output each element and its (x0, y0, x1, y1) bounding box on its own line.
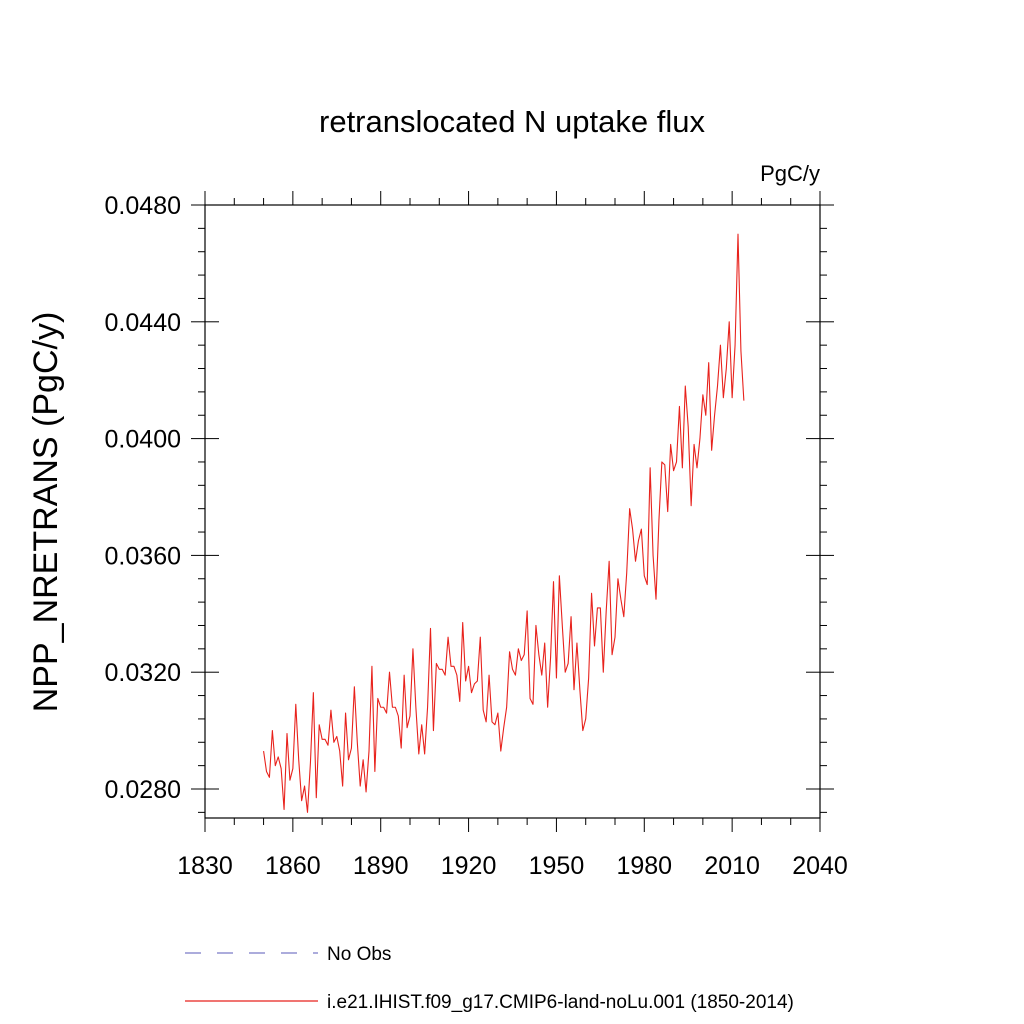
plot-frame (204, 204, 821, 819)
y-tick-label: 0.0400 (105, 426, 181, 454)
x-tick-label: 1920 (441, 852, 497, 880)
series-line-model (263, 233, 745, 813)
x-tick-label: 2040 (792, 852, 848, 880)
y-tick-label: 0.0280 (105, 776, 181, 804)
x-tick-label: 1860 (265, 852, 321, 880)
x-tick-label: 1830 (177, 852, 233, 880)
y-tick-label: 0.0320 (105, 659, 181, 687)
legend-label-model: i.e21.IHIST.f09_g17.CMIP6-land-noLu.001 … (327, 992, 794, 1013)
x-tick-label: 2010 (704, 852, 760, 880)
y-tick-label: 0.0360 (105, 542, 181, 570)
x-tick-label: 1980 (616, 852, 672, 880)
series-layer (263, 233, 745, 813)
units-label: PgC/y (760, 161, 820, 186)
y-tick-label: 0.0480 (105, 192, 181, 220)
axis-ticks (191, 191, 834, 832)
chart-title: retranslocated N uptake flux (319, 104, 705, 139)
y-tick-label: 0.0440 (105, 309, 181, 337)
x-tick-label: 1890 (353, 852, 409, 880)
legend: No Obs i.e21.IHIST.f09_g17.CMIP6-land-no… (185, 944, 794, 1013)
y-axis-label: NPP_NRETRANS (PgC/y) (27, 312, 65, 713)
x-tick-label: 1950 (529, 852, 585, 880)
legend-label-no-obs: No Obs (327, 944, 391, 965)
axis-tick-labels: 1830 1860 1890 1920 1950 1980 2010 2040 0.0280 0.… (105, 192, 848, 880)
